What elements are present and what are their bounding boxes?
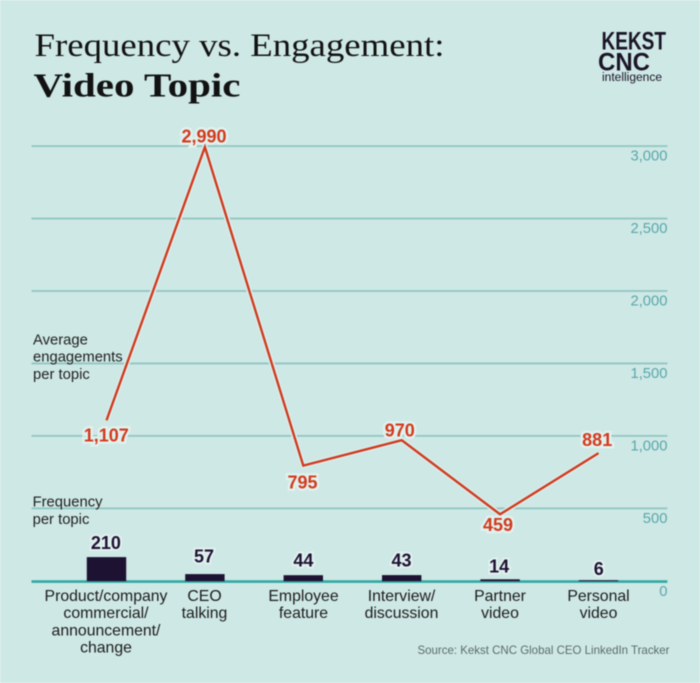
- svg-text:14: 14: [489, 556, 509, 576]
- svg-text:Product/company: Product/company: [45, 588, 168, 605]
- svg-text:Average: Average: [33, 332, 88, 348]
- svg-text:video: video: [481, 605, 519, 622]
- svg-text:459: 459: [483, 515, 513, 535]
- svg-text:500: 500: [643, 511, 668, 527]
- svg-text:Video Topic: Video Topic: [34, 68, 241, 105]
- svg-text:210: 210: [91, 533, 121, 553]
- svg-text:Personal: Personal: [567, 588, 629, 605]
- svg-text:3,000: 3,000: [630, 149, 667, 165]
- svg-text:Employee: Employee: [268, 588, 338, 605]
- svg-text:Partner: Partner: [474, 588, 526, 605]
- svg-text:2,000: 2,000: [630, 294, 667, 310]
- svg-text:Frequency: Frequency: [33, 495, 104, 511]
- svg-text:video: video: [580, 605, 618, 622]
- svg-text:57: 57: [194, 546, 214, 566]
- svg-text:per topic: per topic: [33, 512, 90, 528]
- svg-text:per topic: per topic: [33, 367, 90, 383]
- svg-text:announcement/: announcement/: [52, 622, 162, 639]
- svg-text:1,107: 1,107: [84, 425, 129, 445]
- svg-text:2,500: 2,500: [630, 221, 667, 237]
- svg-text:881: 881: [582, 430, 612, 450]
- svg-text:engagements: engagements: [33, 350, 123, 366]
- svg-text:commercial/: commercial/: [63, 605, 149, 622]
- svg-text:feature: feature: [279, 605, 328, 622]
- svg-text:0: 0: [659, 584, 667, 600]
- svg-text:1,500: 1,500: [630, 366, 667, 382]
- svg-text:6: 6: [594, 559, 604, 579]
- svg-text:1,000: 1,000: [630, 438, 667, 454]
- svg-text:795: 795: [287, 473, 317, 493]
- svg-text:intelligence: intelligence: [602, 70, 662, 84]
- svg-text:43: 43: [391, 550, 411, 570]
- svg-text:44: 44: [293, 550, 313, 570]
- svg-text:Interview/: Interview/: [368, 588, 436, 605]
- svg-text:970: 970: [385, 420, 415, 440]
- svg-text:KEKST: KEKST: [602, 27, 667, 55]
- svg-text:Frequency vs. Engagement:: Frequency vs. Engagement:: [35, 28, 445, 64]
- svg-text:Source: Kekst CNC Global CEO L: Source: Kekst CNC Global CEO LinkedIn Tr…: [418, 643, 670, 657]
- svg-text:2,990: 2,990: [181, 127, 226, 147]
- svg-text:change: change: [80, 640, 132, 657]
- svg-text:discussion: discussion: [365, 605, 439, 622]
- svg-text:talking: talking: [182, 605, 228, 622]
- svg-text:CNC: CNC: [598, 49, 650, 77]
- svg-text:CEO: CEO: [187, 588, 221, 605]
